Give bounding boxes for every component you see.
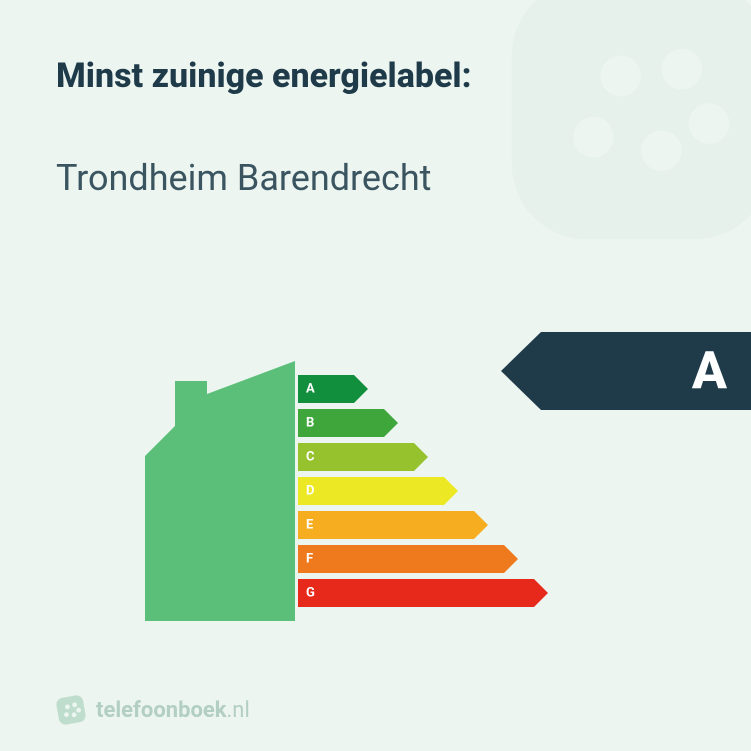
- location-name: Trondheim Barendrecht: [56, 157, 695, 200]
- content: Minst zuinige energielabel: Trondheim Ba…: [0, 0, 751, 751]
- page-title: Minst zuinige energielabel:: [56, 56, 695, 97]
- energy-label-card: Minst zuinige energielabel: Trondheim Ba…: [0, 0, 751, 751]
